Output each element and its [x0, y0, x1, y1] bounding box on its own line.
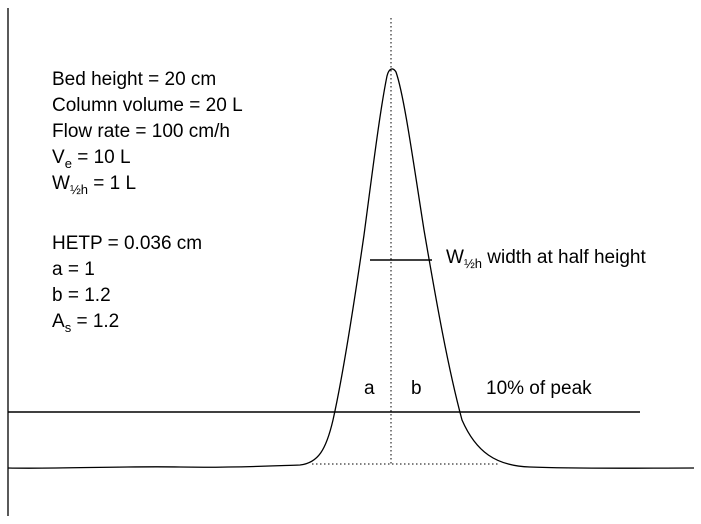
w-half-h-text: W½h = 1 L: [52, 171, 243, 197]
as-value: = 1.2: [71, 311, 120, 332]
b-value-text: b = 1.2: [52, 285, 111, 306]
ve-value: = 10 L: [71, 147, 131, 168]
ten-percent-label: 10% of peak: [486, 378, 592, 399]
w-half-h-symbol: W: [52, 173, 70, 194]
half-height-label: W½h width at half height: [446, 247, 646, 271]
ve-symbol: V: [52, 147, 65, 168]
as-subscript: s: [64, 320, 72, 335]
ve-subscript: e: [64, 156, 72, 171]
a-value-text: a = 1: [52, 259, 95, 280]
as-text: As = 1.2: [52, 309, 202, 335]
parameter-list: Bed height = 20 cm Column volume = 20 L …: [52, 67, 243, 197]
ve-text: Ve = 10 L: [52, 145, 243, 171]
w-half-h-subscript: ½h: [69, 182, 89, 197]
half-height-text: width at half height: [482, 247, 646, 268]
as-symbol: A: [52, 311, 65, 332]
column-volume-text: Column volume = 20 L: [52, 95, 243, 116]
hetp-text: HETP = 0.036 cm: [52, 233, 203, 254]
flow-rate-text: Flow rate = 100 cm/h: [52, 121, 230, 142]
w-half-h-value: = 1 L: [88, 173, 137, 194]
half-height-symbol: W: [446, 247, 464, 268]
half-height-subscript: ½h: [463, 256, 483, 271]
a-label: a: [364, 378, 375, 399]
efficiency-list: HETP = 0.036 cm a = 1 b = 1.2 As = 1.2: [52, 231, 202, 335]
peak-curve: [7, 68, 695, 469]
bed-height-text: Bed height = 20 cm: [52, 69, 217, 90]
b-label: b: [411, 378, 422, 399]
